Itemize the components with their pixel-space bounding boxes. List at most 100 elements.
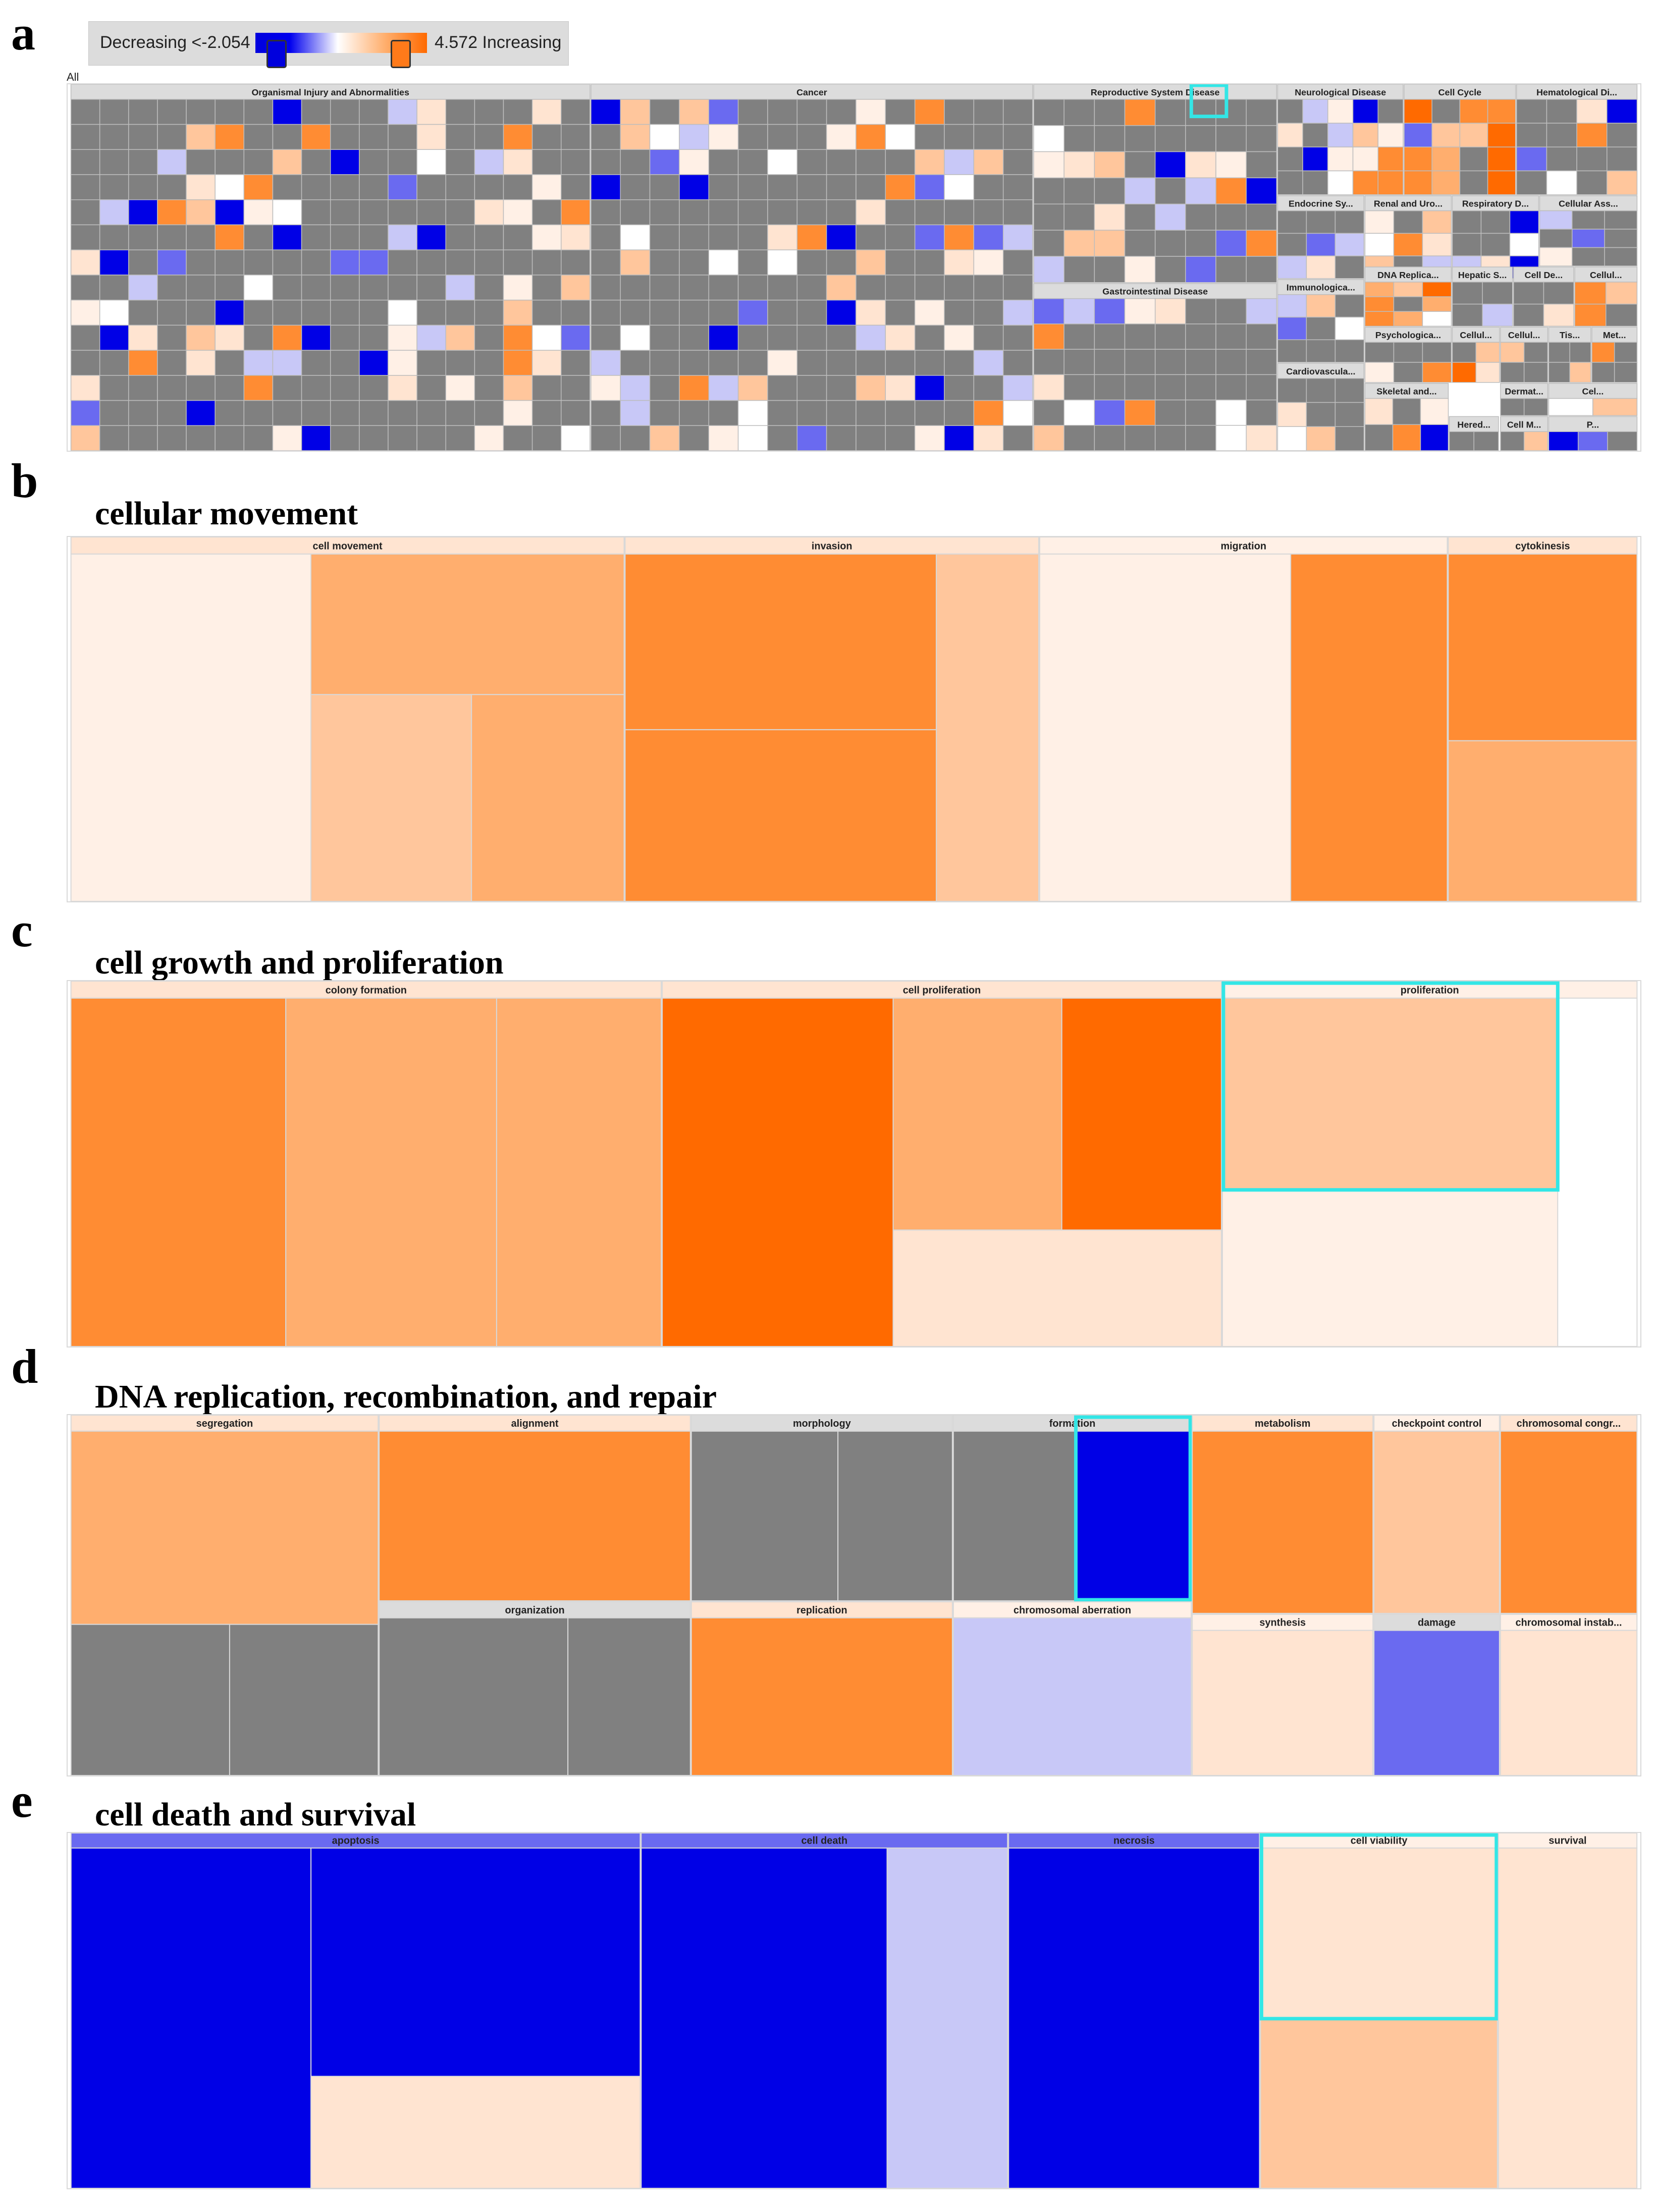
group-p-cell[interactable] (1607, 431, 1638, 451)
group-cancer-cell[interactable] (591, 149, 621, 175)
group-hematological-cell[interactable] (1546, 146, 1577, 172)
group-cell-cycle-cell[interactable] (1404, 170, 1432, 195)
group-organismal-injury-cell[interactable] (503, 425, 533, 451)
group-cell-cycle-cell[interactable] (1459, 146, 1488, 172)
group-cancer-cell[interactable] (767, 375, 798, 401)
group-reproductive-cell[interactable] (1185, 151, 1216, 179)
group-chromosomal-congression-header[interactable] (1500, 1415, 1638, 1432)
group-organismal-injury-cell[interactable] (330, 350, 360, 376)
group-cancer-cell[interactable] (914, 400, 945, 426)
group-alignment-header[interactable] (379, 1415, 691, 1432)
group-organismal-injury-cell[interactable] (272, 99, 302, 125)
group-organismal-injury-cell[interactable] (157, 275, 187, 301)
group-cancer-cell[interactable] (620, 299, 651, 326)
group-organismal-injury-cell[interactable] (531, 124, 562, 150)
group-organismal-injury-cell[interactable] (416, 249, 446, 276)
group-cancer-cell[interactable] (620, 249, 651, 276)
group-cancer-cell[interactable] (708, 350, 739, 376)
group-cell-cycle-cell[interactable] (1487, 123, 1516, 148)
group-cancer-cell[interactable] (826, 199, 857, 226)
group-organismal-injury-cell[interactable] (416, 124, 446, 150)
group-cell-morphology-cell[interactable] (1523, 431, 1548, 451)
group-cancer-cell[interactable] (737, 275, 768, 301)
group-cell-morphology-cell[interactable] (1500, 431, 1525, 451)
group-invasion-cell[interactable] (624, 729, 937, 901)
group-organismal-injury-cell[interactable] (416, 325, 446, 351)
group-organismal-injury-cell[interactable] (503, 375, 533, 401)
group-organismal-injury-cell[interactable] (531, 425, 562, 451)
group-cancer-cell[interactable] (826, 375, 857, 401)
group-cell-death-cell[interactable] (640, 1847, 888, 2188)
group-colony-formation-cell[interactable] (496, 997, 662, 1346)
group-cancer-cell[interactable] (826, 275, 857, 301)
group-segregation-cell[interactable] (70, 1430, 379, 1625)
group-psychological-cell[interactable] (1422, 362, 1452, 383)
group-organismal-injury-cell[interactable] (416, 425, 446, 451)
group-gastrointestinal-cell[interactable] (1215, 399, 1247, 426)
group-endocrine-cell[interactable] (1306, 233, 1336, 256)
group-hematological-cell[interactable] (1546, 123, 1577, 148)
group-organismal-injury-cell[interactable] (359, 149, 389, 175)
group-cancer-cell[interactable] (973, 174, 1004, 200)
group-cardiovascular-cell[interactable] (1306, 378, 1336, 403)
group-damage-header[interactable] (1373, 1613, 1500, 1631)
group-organismal-injury-cell[interactable] (215, 275, 245, 301)
group-organismal-injury-cell[interactable] (531, 325, 562, 351)
group-gastrointestinal-cell[interactable] (1185, 374, 1216, 401)
group-organismal-injury-cell[interactable] (157, 99, 187, 125)
group-cardiovascular-cell[interactable] (1277, 378, 1307, 403)
group-cancer-cell[interactable] (767, 299, 798, 326)
group-cancer-cell[interactable] (944, 425, 975, 451)
group-cancer-cell[interactable] (885, 350, 916, 376)
group-reproductive-cell[interactable] (1154, 177, 1186, 205)
group-cancer-cell[interactable] (944, 99, 975, 125)
group-gastrointestinal-cell[interactable] (1094, 323, 1126, 350)
group-cancer-cell[interactable] (885, 425, 916, 451)
group-cancer-cell[interactable] (1002, 174, 1033, 200)
group-migration-cell[interactable] (1039, 553, 1292, 901)
group-p-cell[interactable] (1548, 431, 1579, 451)
group-survival-cell[interactable] (1498, 1847, 1638, 2188)
group-organismal-injury-cell[interactable] (388, 174, 417, 200)
group-reproductive-cell[interactable] (1033, 230, 1064, 257)
group-gastrointestinal-cell[interactable] (1094, 349, 1126, 375)
group-gastrointestinal-cell[interactable] (1033, 425, 1064, 451)
group-cellular-a-cell[interactable] (1574, 282, 1607, 305)
group-organismal-injury-cell[interactable] (531, 99, 562, 125)
group-endocrine-cell[interactable] (1277, 210, 1307, 234)
group-gastrointestinal-cell[interactable] (1033, 323, 1064, 350)
group-organismal-injury-cell[interactable] (503, 325, 533, 351)
group-gastrointestinal-cell[interactable] (1246, 374, 1277, 401)
group-cancer-cell[interactable] (1002, 199, 1033, 226)
group-organismal-injury-cell[interactable] (215, 400, 245, 426)
group-dna-replication-cell[interactable] (1364, 282, 1395, 297)
group-organismal-injury-cell[interactable] (99, 224, 129, 250)
group-organismal-injury-cell[interactable] (330, 224, 360, 250)
group-cancer-cell[interactable] (737, 199, 768, 226)
group-organismal-injury-cell[interactable] (301, 249, 331, 276)
group-organismal-injury-cell[interactable] (330, 249, 360, 276)
group-cancer-cell[interactable] (885, 174, 916, 200)
group-cancer-cell[interactable] (767, 400, 798, 426)
group-cancer-cell[interactable] (591, 199, 621, 226)
group-cell-viability-cell[interactable] (1260, 2019, 1498, 2188)
group-cancer-cell[interactable] (767, 224, 798, 250)
group-organismal-injury-cell[interactable] (474, 224, 504, 250)
group-dna-replication-header[interactable] (1364, 266, 1452, 283)
group-apoptosis-cell[interactable] (70, 1847, 312, 2188)
group-checkpoint-control-header[interactable] (1373, 1415, 1500, 1432)
group-organismal-injury-cell[interactable] (301, 99, 331, 125)
group-cancer-cell[interactable] (856, 299, 886, 326)
group-neurological-cell[interactable] (1277, 123, 1303, 148)
group-reproductive-cell[interactable] (1063, 177, 1095, 205)
group-gastrointestinal-cell[interactable] (1033, 298, 1064, 325)
group-cell-cycle-cell[interactable] (1431, 146, 1461, 172)
group-cellular-c-cell[interactable] (1523, 342, 1548, 363)
group-organismal-injury-cell[interactable] (474, 350, 504, 376)
group-skeletal-cell[interactable] (1392, 398, 1421, 425)
group-cancer-cell[interactable] (973, 400, 1004, 426)
group-colony-formation-cell[interactable] (70, 997, 287, 1346)
group-organismal-injury-cell[interactable] (70, 299, 100, 326)
group-organismal-injury-cell[interactable] (474, 249, 504, 276)
group-reproductive-cell[interactable] (1154, 230, 1186, 257)
